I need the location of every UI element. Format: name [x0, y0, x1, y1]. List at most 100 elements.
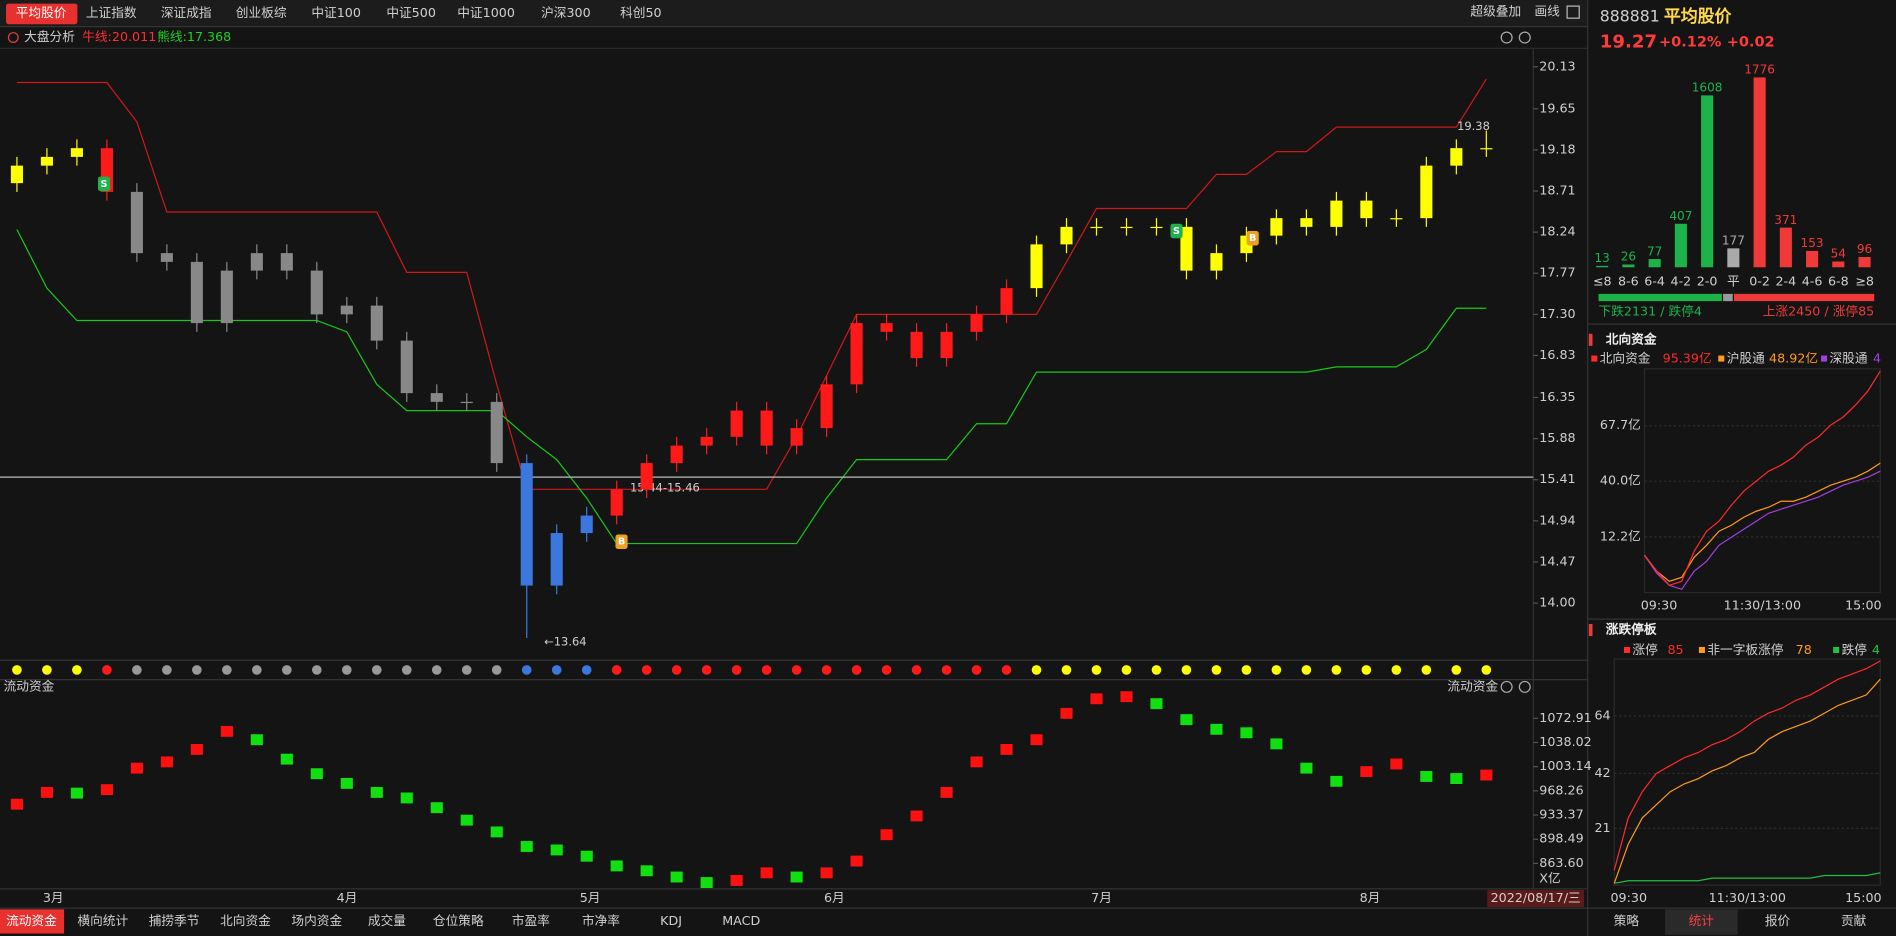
bottom-tab[interactable]: KDJ — [660, 913, 682, 928]
side-tab[interactable]: 报价 — [1765, 913, 1791, 928]
candle-body — [1120, 226, 1133, 229]
settings-icon[interactable] — [1500, 31, 1513, 44]
candle-body — [670, 445, 683, 464]
signal-dot — [791, 665, 802, 675]
bottom-tab[interactable]: 捕捞季节 — [149, 913, 200, 928]
flow-block — [250, 734, 263, 746]
flow-block — [100, 784, 113, 796]
x-tick-label: 09:30 — [1641, 597, 1678, 612]
dist-value: 177 — [1722, 234, 1745, 248]
pct: +0.12% — [1659, 34, 1722, 50]
candle-body — [1150, 226, 1163, 229]
bottom-tab[interactable]: 流动资金 — [6, 913, 57, 928]
flow-block — [310, 768, 323, 780]
active-tab-bg — [0, 909, 65, 934]
candle-body — [220, 270, 233, 324]
help-icon[interactable] — [1518, 680, 1531, 693]
help-icon[interactable] — [1518, 31, 1531, 44]
flow-block — [1300, 762, 1313, 774]
top-tab[interactable]: 创业板综 — [236, 5, 287, 20]
dist-value: 1776 — [1744, 63, 1775, 77]
flow-block — [160, 756, 173, 768]
chart-frame — [1613, 658, 1881, 886]
low-note: ←13.64 — [544, 634, 586, 648]
dist-category: 0-2 — [1749, 273, 1770, 288]
signal-dot — [1301, 665, 1312, 675]
top-tab[interactable]: 中证500 — [386, 5, 436, 20]
candle-body — [550, 533, 563, 586]
signal-dot — [1451, 665, 1462, 675]
side-tab[interactable]: 贡献 — [1841, 913, 1867, 928]
top-tab[interactable]: 中证100 — [311, 5, 361, 20]
dist-bar — [1596, 265, 1609, 268]
flow-block — [370, 786, 383, 798]
dropdown-icon[interactable] — [7, 32, 19, 43]
top-tab[interactable]: 上证指数 — [86, 5, 137, 20]
dist-value: 77 — [1647, 244, 1662, 258]
x-tick-label: 11:30/13:00 — [1724, 597, 1801, 612]
signal-dot — [971, 665, 982, 675]
flow-block — [940, 786, 953, 798]
indicator-name[interactable]: 大盘分析 — [24, 29, 75, 44]
candle-body — [1180, 226, 1193, 271]
flow-block — [1480, 769, 1493, 781]
top-tab[interactable]: 深证成指 — [161, 5, 212, 20]
top-tab[interactable]: 沪深300 — [541, 5, 591, 20]
active-tab-bg — [1665, 909, 1738, 935]
y-tick-label: 16.83 — [1539, 347, 1575, 362]
candle-body — [1330, 200, 1343, 227]
legend-swatch — [1821, 355, 1828, 362]
top-tab[interactable]: 中证1000 — [457, 5, 515, 20]
tool-button[interactable]: 超级叠加 — [1470, 4, 1521, 19]
candle-body — [700, 436, 713, 446]
flow-block — [970, 756, 983, 768]
series-line — [1613, 660, 1881, 871]
panel-title: 流动资金 — [4, 678, 55, 693]
cursor-date: 2022/08/17/三 — [1491, 890, 1581, 905]
top-tab[interactable]: 科创50 — [620, 5, 662, 20]
candle-body — [790, 428, 803, 446]
bottom-tab[interactable]: 横向统计 — [77, 913, 128, 928]
bottom-tab[interactable]: 仓位策略 — [433, 913, 484, 928]
legend-value: 4 — [1872, 642, 1880, 657]
bottom-tab[interactable]: 北向资金 — [220, 913, 271, 928]
signal-dot — [42, 665, 52, 675]
candle-body — [880, 323, 893, 332]
signal-icon — [1246, 231, 1259, 246]
dist-bar — [1858, 257, 1871, 268]
signal-dot — [911, 665, 922, 675]
side-tab[interactable]: 统计 — [1689, 913, 1715, 928]
price-range-label: 15.44-15.46 — [630, 480, 700, 494]
layout-icon[interactable] — [1566, 5, 1580, 19]
signal-dot — [251, 665, 262, 675]
flow-block — [550, 844, 563, 856]
side-tab[interactable]: 策略 — [1614, 913, 1640, 928]
flow-block — [460, 814, 473, 826]
signal-dot — [1211, 665, 1222, 675]
series-line — [1614, 872, 1881, 884]
high-note: 19.38 — [1457, 119, 1490, 133]
signal-dot — [821, 665, 832, 675]
bottom-tab[interactable]: 市净率 — [582, 913, 620, 928]
settings-icon[interactable] — [1500, 680, 1513, 693]
bottom-tab[interactable]: 市盈率 — [512, 913, 550, 928]
tool-button[interactable]: 画线 — [1534, 4, 1560, 19]
top-tab[interactable]: 平均股价 — [16, 5, 67, 20]
signal-dot — [162, 665, 172, 675]
y-tick-label: 1003.14 — [1539, 758, 1591, 773]
dist-value: 96 — [1857, 242, 1872, 256]
bottom-tab[interactable]: MACD — [722, 913, 760, 928]
signal-dot — [1481, 665, 1492, 675]
signal-dot — [12, 665, 22, 675]
signal-dot — [941, 665, 952, 675]
down-share — [1598, 293, 1722, 302]
bottom-tab[interactable]: 成交量 — [368, 913, 406, 928]
flow-block — [1240, 727, 1253, 739]
dist-category: 4-6 — [1802, 273, 1823, 288]
flow-block — [220, 725, 233, 737]
bottom-tab[interactable]: 场内资金 — [291, 913, 342, 928]
signal-dot — [671, 665, 682, 675]
flow-block — [40, 786, 53, 798]
y-tick-label: 14.00 — [1539, 595, 1575, 610]
